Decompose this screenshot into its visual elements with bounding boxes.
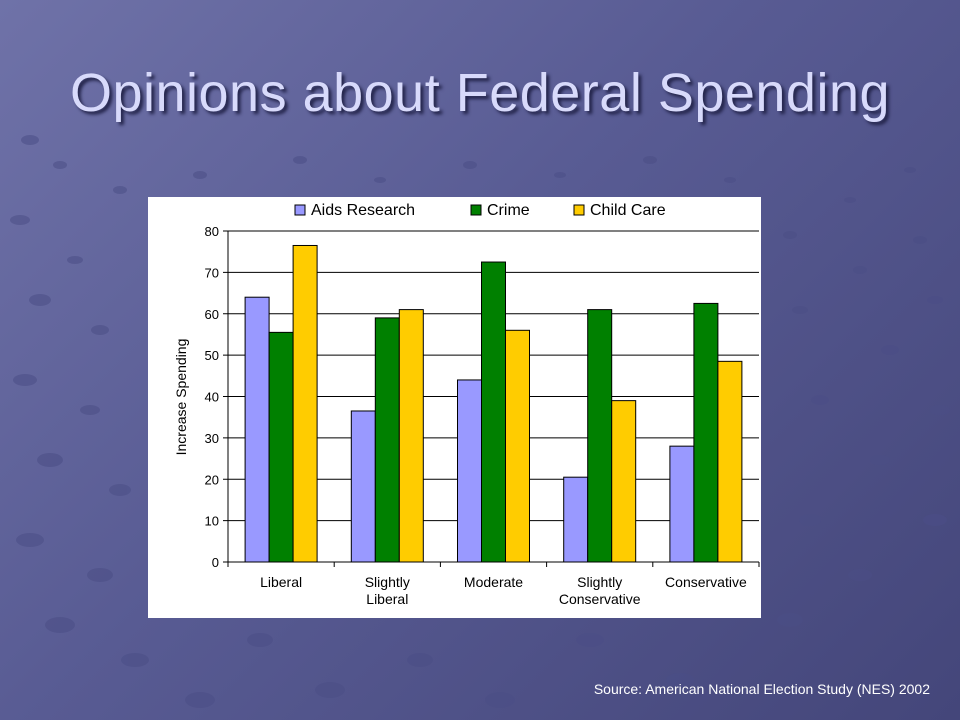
y-tick-label: 50 [205, 348, 219, 363]
bar-crime [693, 302, 719, 563]
slide-title: Opinions about Federal Spending [69, 63, 891, 123]
y-axis-ticks: 0 10 20 30 40 50 60 70 80 [205, 224, 228, 570]
y-tick-label: 60 [205, 307, 219, 322]
x-tick-label: Slightly Conservative [559, 574, 641, 607]
x-tick-label: Conservative [665, 574, 747, 590]
y-tick-label: 10 [205, 514, 219, 529]
x-tick-label: Moderate [464, 574, 523, 590]
y-tick-label: 40 [205, 390, 219, 405]
bar-child-care [717, 360, 743, 563]
y-axis-label: Increase Spending [173, 339, 189, 456]
legend-swatch [573, 204, 585, 216]
chart-panel: Aids Research Crime Child Care 0 10 20 30 40 50… [148, 197, 761, 618]
legend-label: Child Care [590, 202, 666, 219]
bar-chart: Aids Research Crime Child Care 0 10 20 30 40 50… [173, 202, 760, 607]
bar-crime [587, 309, 613, 563]
bar-aids-research [563, 476, 589, 563]
bar-aids-research [244, 296, 270, 563]
bar-aids-research [669, 445, 695, 563]
bar-child-care [611, 400, 637, 563]
bar-aids-research [350, 410, 376, 563]
bar-crime [374, 317, 400, 563]
bar-aids-research [457, 379, 482, 563]
x-axis-labels: Liberal Slightly Liberal Moderate Slightly Co… [260, 574, 747, 607]
chart-bars [244, 244, 743, 563]
y-tick-label: 30 [205, 431, 219, 446]
y-tick-label: 20 [205, 472, 219, 487]
legend-label: Crime [487, 202, 530, 219]
y-tick-label: 80 [205, 224, 219, 239]
legend-label: Aids Research [311, 202, 415, 219]
bar-child-care [398, 309, 424, 563]
y-tick-label: 0 [212, 555, 219, 570]
chart-legend: Aids Research Crime Child Care [294, 202, 666, 219]
x-tick-label: Liberal [260, 574, 302, 590]
bar-child-care [292, 244, 318, 563]
x-tick-label: Slightly Liberal [365, 574, 410, 607]
legend-swatch [470, 204, 482, 216]
bar-crime [481, 261, 506, 563]
source-note: Source: American National Election Study… [593, 681, 930, 697]
bar-crime [268, 331, 294, 563]
bar-child-care [505, 329, 530, 563]
decorative-dots [10, 135, 950, 708]
y-tick-label: 70 [205, 265, 219, 280]
legend-swatch [294, 204, 306, 216]
